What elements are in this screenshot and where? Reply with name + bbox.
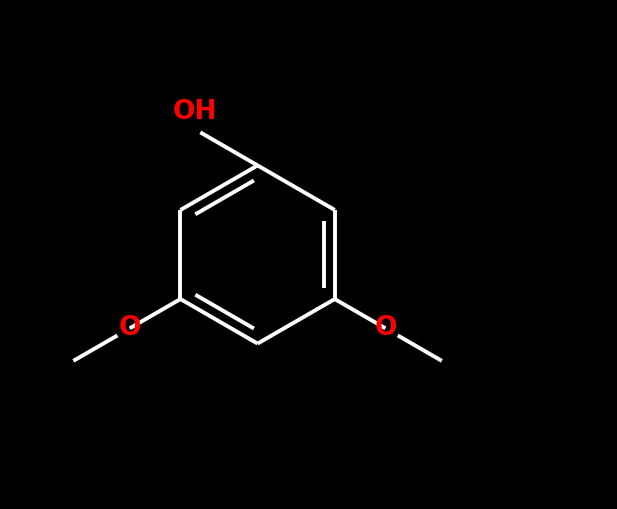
Text: OH: OH bbox=[173, 99, 217, 125]
Text: O: O bbox=[118, 315, 141, 342]
Text: O: O bbox=[374, 315, 397, 342]
